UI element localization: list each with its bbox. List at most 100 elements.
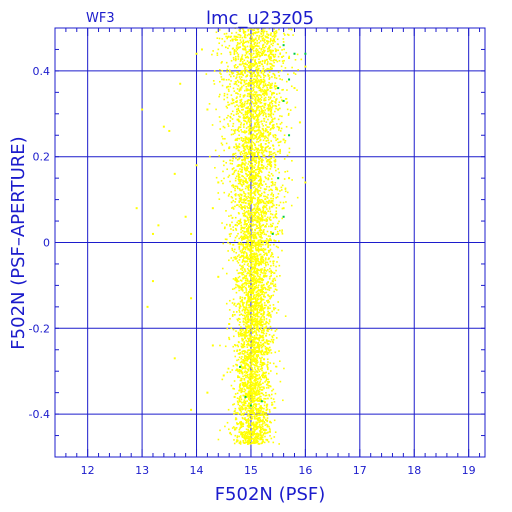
cloud-point (257, 437, 260, 440)
cloud-point (274, 407, 277, 409)
cloud-point (265, 351, 267, 354)
cloud-point (247, 317, 249, 319)
cloud-point (262, 134, 264, 137)
cloud-point (275, 210, 278, 213)
cloud-point (255, 115, 258, 118)
cloud-point (248, 152, 251, 154)
cloud-point (226, 86, 228, 88)
cloud-point (260, 428, 263, 431)
cloud-point (263, 219, 265, 221)
cloud-point (243, 102, 246, 105)
cloud-point (269, 34, 272, 36)
cloud-point (291, 66, 293, 69)
cloud-point (256, 218, 258, 220)
cloud-point (247, 271, 249, 274)
cloud-point (255, 81, 258, 83)
cloud-point (228, 259, 230, 262)
cloud-point (241, 229, 244, 232)
cloud-point (231, 249, 234, 252)
cloud-point (225, 79, 228, 81)
cloud-point (229, 116, 232, 119)
cloud-point (271, 35, 274, 38)
cloud-point (270, 153, 273, 156)
cloud-point (269, 39, 272, 42)
cloud-point (236, 255, 239, 258)
cloud-point (268, 158, 271, 161)
cloud-point (262, 415, 265, 417)
cloud-point (247, 256, 249, 258)
cloud-point (247, 258, 249, 261)
cloud-point (236, 303, 239, 306)
cloud-point (266, 40, 268, 43)
cloud-point (256, 357, 259, 359)
cloud-point (250, 249, 253, 251)
cloud-point (253, 193, 256, 195)
cloud-point (250, 408, 253, 411)
cloud-point (260, 94, 262, 97)
cloud-point (259, 281, 262, 284)
cloud-point (265, 240, 268, 243)
cloud-point (246, 116, 248, 119)
cloud-point (254, 123, 256, 125)
cloud-point (242, 65, 245, 67)
cloud-point (242, 39, 245, 42)
cloud-point (255, 136, 258, 139)
cloud-point (219, 429, 221, 432)
cloud-point (242, 259, 244, 262)
cloud-point (255, 130, 258, 132)
cloud-point (275, 169, 277, 172)
cloud-point (260, 248, 263, 250)
cloud-point (245, 151, 248, 154)
cloud-point (249, 403, 252, 405)
cloud-point (276, 38, 279, 41)
cloud-point (257, 118, 260, 121)
cloud-point (248, 416, 251, 418)
cloud-point (257, 391, 260, 394)
cloud-point (263, 316, 265, 318)
cloud-point (262, 43, 265, 46)
cloud-point (236, 52, 238, 54)
cloud-point (240, 265, 243, 268)
cloud-point (262, 251, 265, 253)
cloud-point (221, 84, 224, 87)
cloud-point (253, 371, 256, 373)
cloud-point (244, 256, 247, 259)
cloud-point (222, 160, 225, 163)
cloud-point (243, 268, 246, 270)
cloud-point (260, 243, 263, 246)
cloud-point (258, 125, 260, 128)
cloud-point (238, 110, 241, 112)
cloud-point (253, 399, 256, 402)
cloud-point (258, 386, 261, 389)
cloud-point (239, 332, 242, 334)
cloud-point (268, 208, 271, 210)
cloud-point (233, 428, 236, 431)
cloud-point (260, 90, 262, 93)
cloud-point (260, 71, 263, 74)
cloud-point (259, 434, 261, 436)
cloud-point (246, 280, 249, 282)
cloud-point (253, 186, 256, 188)
cloud-point (245, 210, 248, 213)
cloud-point (255, 300, 257, 302)
cloud-point (252, 87, 254, 89)
cloud-point (231, 98, 234, 100)
cloud-point (253, 179, 256, 182)
cloud-point (287, 112, 290, 115)
cloud-point (269, 200, 271, 202)
cloud-point (255, 31, 257, 33)
cloud-point (256, 45, 259, 47)
cloud-point (246, 217, 249, 219)
cloud-point (245, 301, 248, 304)
cloud-point (253, 64, 256, 67)
cloud-point (273, 73, 276, 76)
cloud-point (261, 50, 264, 53)
cloud-point (269, 349, 272, 351)
cloud-point (277, 49, 279, 52)
cloud-point (247, 315, 249, 318)
cloud-point (246, 344, 248, 346)
cloud-point (274, 181, 277, 184)
cloud-point (241, 243, 243, 246)
cloud-point (274, 153, 277, 156)
cloud-point (240, 139, 243, 141)
